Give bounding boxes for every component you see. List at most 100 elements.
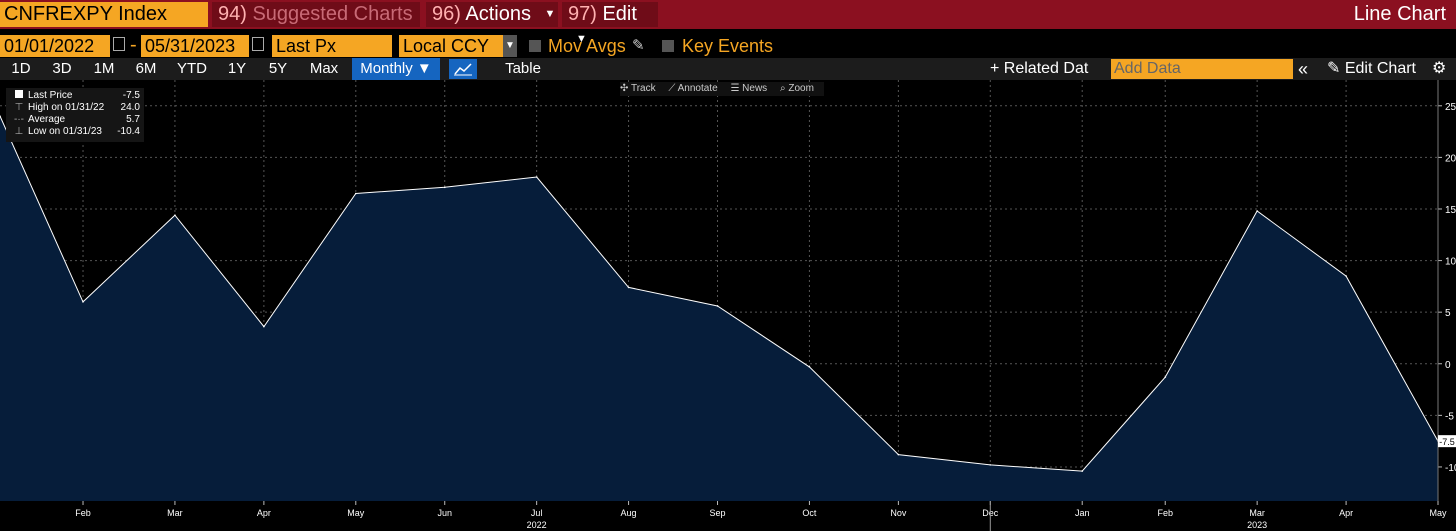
collapse-icon[interactable]: « <box>1298 59 1309 79</box>
y-tick-label: -10 <box>1445 463 1456 474</box>
period-1m[interactable]: 1M <box>93 60 115 77</box>
related-data-button[interactable]: + Related Dat <box>990 60 1089 77</box>
x-tick-label: Apr <box>257 508 271 518</box>
x-tick-label: Aug <box>621 508 637 518</box>
calendar-icon[interactable] <box>113 37 125 51</box>
period-1y[interactable]: 1Y <box>227 60 247 77</box>
annotate-tool[interactable]: ⟋ Annotate <box>668 83 718 94</box>
y-tick-label: 10 <box>1445 257 1456 268</box>
legend-high: ⊤ High on 01/31/22 24.0 <box>6 102 144 114</box>
key-events-checkbox[interactable] <box>662 40 674 52</box>
frequency-select[interactable]: Monthly ▼ <box>352 58 440 80</box>
add-data-input[interactable]: Add Data <box>1111 59 1293 79</box>
table-button[interactable]: Table <box>505 60 541 77</box>
news-tool[interactable]: ☰ News <box>730 83 768 94</box>
gear-icon[interactable]: ⚙ <box>1432 60 1447 77</box>
zoom-tool[interactable]: ⌕ Zoom <box>779 83 814 94</box>
x-tick-label: Jan <box>1075 508 1090 518</box>
x-tick-label: Feb <box>1157 508 1173 518</box>
data-point <box>535 176 538 178</box>
x-tick-label: Feb <box>75 508 91 518</box>
legend-label: Average <box>28 114 66 125</box>
y-tick-label: 25 <box>1445 102 1456 113</box>
period-3d[interactable]: 3D <box>52 60 72 77</box>
legend-swatch <box>10 90 28 102</box>
chevron-down-icon[interactable]: ▼ <box>503 35 517 57</box>
x-tick-label: Mar <box>1249 508 1265 518</box>
period-max[interactable]: Max <box>309 60 339 77</box>
actions-label: Actions <box>465 3 531 25</box>
suggested-charts-label: Suggested Charts <box>252 3 413 25</box>
x-tick-label: May <box>347 508 365 518</box>
edit-menu[interactable]: 97) Edit ▼ <box>562 2 658 45</box>
data-point <box>174 214 176 216</box>
period-6m[interactable]: 6M <box>135 60 157 77</box>
period-5y[interactable]: 5Y <box>268 60 288 77</box>
y-tick-label: -5 <box>1445 411 1454 422</box>
data-point <box>0 115 1 117</box>
year-label: 2023 <box>1247 520 1267 530</box>
chart-tools: ✣ Track ⟋ Annotate ☰ News ⌕ Zoom <box>620 82 824 96</box>
data-point <box>1081 470 1084 472</box>
y-tick-label: 0 <box>1445 360 1451 371</box>
track-tool[interactable]: ✣ Track <box>620 83 656 94</box>
period-ytd[interactable]: YTD <box>177 60 207 77</box>
x-tick-label: Nov <box>890 508 907 518</box>
period-toolbar: 1D 3D 1M 6M YTD 1Y 5Y Max Monthly ▼ Tabl… <box>0 58 1456 80</box>
data-point <box>716 305 719 307</box>
x-tick-label: May <box>1429 508 1447 518</box>
low-marker-icon: ⊥ <box>14 126 24 137</box>
legend-last-price: Last Price -7.5 <box>6 90 144 102</box>
edit-label: Edit <box>602 3 637 25</box>
end-date-input[interactable]: 05/31/2023 <box>141 35 249 57</box>
data-point <box>263 325 265 328</box>
top-bar: CNFREXPY Index 94) Suggested Charts 96) … <box>0 0 1456 45</box>
average-marker-icon: -·- <box>14 114 24 125</box>
legend-label: Last Price <box>28 90 73 101</box>
period-1d[interactable]: 1D <box>11 60 31 77</box>
x-tick-label: Apr <box>1339 508 1353 518</box>
actions-menu[interactable]: 96) Actions ▼ <box>426 2 558 27</box>
chart-legend: Last Price -7.5 ⊤ High on 01/31/22 24.0 … <box>6 88 144 142</box>
x-tick-label: Jul <box>531 508 543 518</box>
suggested-charts-number: 94) <box>218 3 247 25</box>
pencil-icon[interactable]: ✎ <box>632 37 645 54</box>
data-point <box>82 301 84 303</box>
currency-select[interactable]: Local CCY <box>399 35 503 57</box>
mov-avgs-checkbox[interactable] <box>529 40 541 52</box>
data-point <box>627 286 630 289</box>
line-chart-icon <box>454 63 472 76</box>
options-bar: 01/01/2022 - 05/31/2023 Last Px Local CC… <box>0 34 1456 58</box>
data-point <box>1345 275 1347 277</box>
area-fill <box>0 116 1438 501</box>
legend-label: Low on 01/31/23 <box>28 126 102 137</box>
x-tick-label: Mar <box>167 508 183 518</box>
start-date-input[interactable]: 01/01/2022 <box>0 35 110 57</box>
legend-value: -10.4 <box>117 126 140 137</box>
legend-label: High on 01/31/22 <box>28 102 105 113</box>
actions-number: 96) <box>432 3 461 25</box>
data-point <box>354 192 357 195</box>
edit-number: 97) <box>568 3 597 25</box>
calendar-icon[interactable] <box>252 37 264 51</box>
last-value-tag <box>1438 435 1456 448</box>
data-point <box>443 186 446 189</box>
line-chart-button[interactable] <box>449 59 477 79</box>
legend-value: 5.7 <box>126 114 140 125</box>
edit-chart-button[interactable]: ✎ Edit Chart <box>1327 60 1416 77</box>
line-chart[interactable]: 25 20 15 10 5 0 -5 -10 Feb Mar Apr May Jun Jul Aug Sep O… <box>0 80 1456 531</box>
year-label: 2022 <box>527 520 547 530</box>
mov-avgs-label[interactable]: Mov Avgs <box>548 36 626 56</box>
key-events-label[interactable]: Key Events <box>682 36 774 56</box>
data-point <box>989 464 992 466</box>
suggested-charts-menu[interactable]: 94) Suggested Charts <box>212 2 420 27</box>
legend-low: ⊥ Low on 01/31/23 -10.4 <box>6 126 144 138</box>
legend-value: 24.0 <box>120 102 140 113</box>
security-ticker[interactable]: CNFREXPY Index <box>0 2 208 27</box>
legend-value: -7.5 <box>122 90 140 101</box>
data-point <box>808 366 811 368</box>
y-tick-label: 20 <box>1445 153 1456 164</box>
data-point <box>1164 376 1167 378</box>
x-tick-label: Oct <box>802 508 817 518</box>
field-input[interactable]: Last Px <box>272 35 392 57</box>
